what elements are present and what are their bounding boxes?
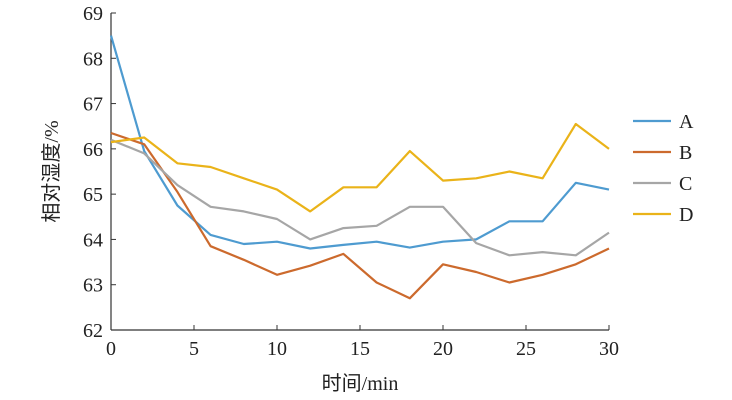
legend-label-a: A <box>679 111 694 133</box>
x-tick-label: 15 <box>350 338 370 360</box>
y-tick-label: 68 <box>83 48 103 70</box>
y-tick-label: 64 <box>83 229 103 251</box>
y-tick-label: 69 <box>83 3 103 25</box>
series-line-a <box>109 35 610 250</box>
x-tick-label: 30 <box>599 338 619 360</box>
legend-label-b: B <box>679 142 692 164</box>
legend-label-d: D <box>679 204 693 226</box>
x-tick-label: 5 <box>189 338 199 360</box>
series-line-b <box>110 131 610 300</box>
y-tick-label: 62 <box>83 320 103 342</box>
series-line-c <box>110 138 610 257</box>
legend-label-c: C <box>679 173 692 195</box>
x-tick-label: 0 <box>106 338 116 360</box>
x-tick-label: 25 <box>516 338 536 360</box>
y-tick-label: 65 <box>83 184 103 206</box>
x-tick-label: 20 <box>433 338 453 360</box>
x-tick-label: 10 <box>267 338 287 360</box>
y-tick-label: 63 <box>83 275 103 297</box>
series-line-d <box>110 122 610 213</box>
y-tick-label: 67 <box>83 94 103 116</box>
y-axis-title: 相对湿度/% <box>40 120 63 222</box>
y-tick-label: 66 <box>83 139 103 161</box>
x-axis-title: 时间/min <box>322 372 399 395</box>
